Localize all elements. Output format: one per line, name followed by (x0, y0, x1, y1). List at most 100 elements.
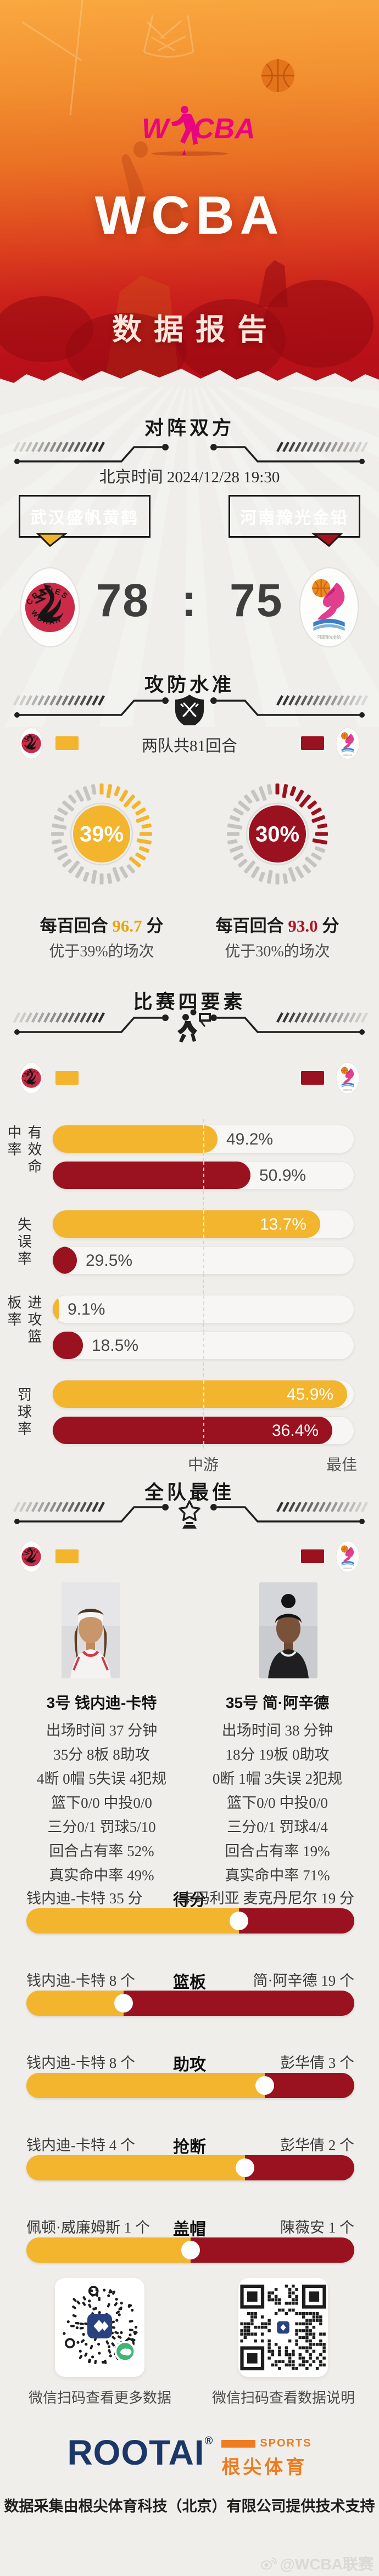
stat-leaders: 钱内迪-卡特 35 分 得分 卡玛利亚 麦克丹尼尔 19 分 钱内迪-卡特 8 … (0, 1886, 379, 2270)
weibo-watermark: @WCBA联赛 (260, 2552, 374, 2574)
shield-icon (175, 695, 204, 728)
leader-away-fill (245, 2155, 354, 2180)
player-stat-line: 4断 0帽 5失误 4犯规 (36, 1771, 167, 1787)
leader-row: 钱内迪-卡特 35 分 得分 卡玛利亚 麦克丹尼尔 19 分 (0, 1886, 379, 1969)
player-stat-line: 18分 19板 0助攻 (225, 1746, 330, 1763)
factor-bar-home: 9.1% (52, 1295, 354, 1323)
away-player-photo (259, 1582, 317, 1678)
player-stat-line: 真实命中率 49% (49, 1867, 154, 1884)
svg-text:河南豫光金铅: 河南豫光金铅 (317, 635, 341, 640)
away-player-name: 35号 简·阿辛德 (225, 1694, 330, 1711)
factor-value: 49.2% (226, 1130, 274, 1148)
player-stat-line: 篮下0/0 中投0/0 (51, 1795, 152, 1811)
leader-stat-title: 盖帽 (173, 2220, 206, 2239)
tech-support-line: 数据采集由根尖体育科技（北京）有限公司提供技术支持 (4, 2498, 375, 2515)
factor-bar-away: 18.5% (52, 1331, 354, 1360)
split-dot (114, 1994, 133, 2013)
leader-home-label: 佩顿·威廉姆斯 1 个 (26, 2219, 150, 2236)
registered-mark: ® (204, 2435, 213, 2447)
rootai-orange-bar (221, 2439, 256, 2448)
split-dot (230, 1912, 248, 1930)
qr-caption-left: 微信扫码查看更多数据 (28, 2389, 171, 2406)
away-player-stats: 出场时间 38 分钟 18分 19板 0助攻 0断 1帽 3失误 2犯规 篮下0/0 … (176, 1718, 379, 1887)
split-dot (181, 2241, 200, 2259)
dunking-player-icon (177, 1009, 211, 1042)
watermark-text: @WCBA联赛 (280, 2556, 374, 2573)
factor-label: 罚球率 (15, 1386, 32, 1438)
leader-away-label: 彭华倩 2 个 (280, 2137, 354, 2154)
wcba-league-logo: W CBA (0, 103, 379, 159)
crane-icon (25, 734, 37, 749)
leader-away-fill (265, 2073, 354, 2098)
svg-text:河南豫光金铅: 河南豫光金铅 (343, 754, 353, 757)
hoop-net-icon (21, 0, 194, 116)
leader-away-fill (191, 2237, 354, 2263)
away-team-badge: 河南豫光金铅 (225, 489, 360, 548)
factor-bar-home: 49.2% (52, 1125, 354, 1153)
player-stat-line: 三分0/1 罚球4/4 (227, 1819, 328, 1835)
leader-away-label: 陳薇安 1 个 (280, 2219, 354, 2236)
logo-cba: CBA (193, 113, 255, 145)
leader-home-fill (26, 2073, 265, 2098)
leader-away-fill (124, 1991, 354, 2016)
basketball-icon (261, 59, 294, 92)
away-team-logo: 河南豫光金铅 (299, 566, 359, 649)
section-title-four-factors: 比赛四要素 (133, 991, 246, 1013)
rounds-note: 两队共81回合 (141, 737, 237, 755)
home-per100-line: 每百回合 96.7 分 (40, 916, 164, 935)
leader-home-label: 钱内迪-卡特 4 个 (26, 2137, 135, 2154)
leader-stat-title: 抢断 (173, 2138, 206, 2156)
crane-icon (25, 1069, 37, 1084)
home-team-logo: CRANES WUHAN (20, 566, 80, 649)
home-player-photo (62, 1582, 120, 1678)
away-score: 75 (229, 574, 283, 626)
hero-background-art (0, 0, 374, 391)
hero-title: WCBA (94, 185, 285, 245)
leader-home-fill (26, 2237, 191, 2263)
section-title-team-best: 全队最佳 (144, 1482, 235, 1503)
away-per100-line: 每百回合 93.0 分 (215, 916, 339, 935)
leader-home-label: 钱内迪-卡特 8 个 (26, 1972, 135, 1989)
score-colon: : (181, 574, 198, 626)
game-datetime: 北京时间 2024/12/28 19:30 (99, 469, 280, 486)
leader-home-fill (26, 1908, 239, 1934)
leader-compare-bar (26, 2155, 354, 2180)
qr-card-data-notes (238, 2278, 328, 2377)
leader-away-fill (239, 1908, 354, 1934)
hero-banner: W CBA WCBA 数据报告 (0, 0, 379, 391)
factor-bar-home: 13.7% (52, 1210, 354, 1238)
factor-value: 45.9% (287, 1385, 334, 1403)
away-per100-value: 93.0 (288, 916, 318, 935)
home-team-badge: 武汉盛帆黄鹤 (19, 489, 154, 548)
leader-away-label: 卡玛利亚 麦克丹尼尔 19 分 (180, 1890, 354, 1907)
home-team-logo-small: CRANES WUHAN (18, 728, 44, 759)
away-color-chip (301, 1549, 324, 1563)
away-pace-gauge: 30% (227, 783, 328, 884)
factor-value: 13.7% (260, 1215, 307, 1233)
player-stat-line: 出场时间 37 分钟 (46, 1722, 158, 1739)
leader-away-label: 简·阿辛德 19 个 (253, 1972, 355, 1989)
home-team-logo-small: CRANES WUHAN (18, 1541, 44, 1572)
player-stat-line: 三分0/1 罚球5/10 (47, 1819, 156, 1835)
home-player-name: 3号 钱内迪-卡特 (46, 1694, 157, 1711)
logo-w: W (142, 113, 171, 145)
axis-label-mid: 中游 (187, 1457, 219, 1474)
flame-figure-icon (312, 579, 345, 631)
qr-caption-right: 微信扫码查看数据说明 (211, 2389, 355, 2406)
logo-player-icon (171, 106, 198, 155)
away-team-logo-small: 河南豫光金铅 (335, 1062, 361, 1094)
rootai-wordmark: ROOTAI (67, 2433, 205, 2472)
divider-matchup (0, 439, 379, 475)
player-stat-line: 出场时间 38 分钟 (221, 1722, 333, 1739)
leader-stat-title: 助攻 (173, 2056, 206, 2074)
gauge-percent: 39% (80, 822, 124, 847)
torn-paper-edge (0, 369, 379, 391)
divider-four-factors (0, 1009, 379, 1045)
leader-stat-title: 得分 (173, 1891, 206, 1909)
rootai-logo: ROOTAI® SPORTS 根尖体育 (0, 2435, 379, 2479)
factor-label: 有效命中率 (5, 1125, 42, 1176)
factor-value: 9.1% (68, 1300, 105, 1318)
home-color-chip (55, 1071, 79, 1085)
home-per100-value: 96.7 (112, 916, 142, 935)
leader-row: 钱内迪-卡特 4 个 抢断 彭华倩 2 个 (0, 2133, 379, 2216)
